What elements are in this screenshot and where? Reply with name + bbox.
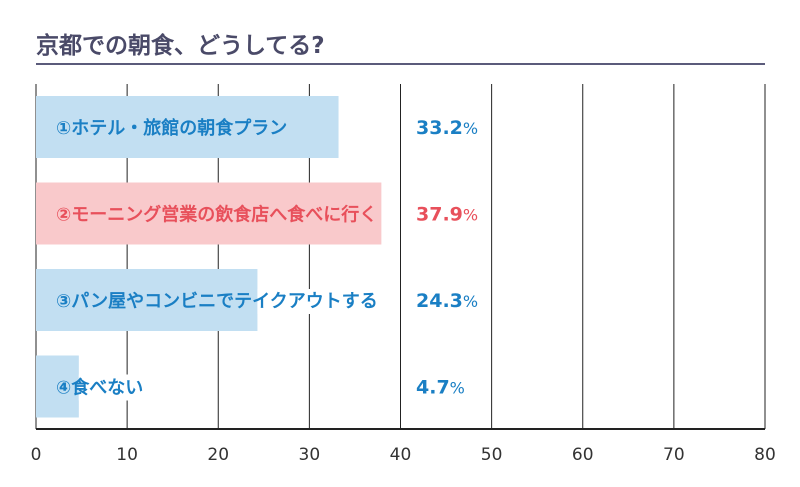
value-background xyxy=(412,201,483,228)
x-tick-label: 50 xyxy=(481,445,503,465)
bar xyxy=(36,269,258,331)
bars xyxy=(36,96,382,418)
chart-title: 京都での朝食、どうしてる? xyxy=(36,32,325,59)
value-label: 4.7% xyxy=(416,377,465,399)
value-number: 24.3 xyxy=(416,290,463,312)
x-tick-label: 0 xyxy=(31,445,42,465)
value-number: 33.2 xyxy=(416,117,463,139)
value-number: 4.7 xyxy=(416,377,450,399)
value-background xyxy=(412,374,469,401)
value-background xyxy=(412,288,483,314)
label-background xyxy=(78,374,148,401)
x-tick-label: 80 xyxy=(754,445,776,465)
category-label: ③パン屋やコンビニでテイクアウトする xyxy=(56,291,378,312)
x-tick-label: 20 xyxy=(207,445,229,465)
labels: ①ホテル・旅館の朝食プラン 33.2% ②モーニング営業の飲食店へ食べに行く 37.9… xyxy=(56,115,483,401)
x-tick-label: 10 xyxy=(116,445,138,465)
x-tick-label: 70 xyxy=(663,445,685,465)
value-unit: % xyxy=(450,379,465,398)
value-unit: % xyxy=(463,119,478,138)
label-background xyxy=(257,289,382,314)
x-tick-labels: 0 10 20 30 40 50 60 70 80 xyxy=(31,445,776,465)
category-label: ②モーニング営業の飲食店へ食べに行く xyxy=(56,204,377,226)
value-background xyxy=(412,115,483,141)
bar xyxy=(36,96,339,158)
value-unit: % xyxy=(463,292,478,311)
value-label: 33.2% xyxy=(416,117,478,139)
bar xyxy=(36,355,79,418)
x-tick-label: 30 xyxy=(299,445,321,465)
x-tick-label: 40 xyxy=(390,445,412,465)
x-tick-label: 60 xyxy=(572,445,594,465)
value-label: 37.9% xyxy=(416,204,478,226)
value-unit: % xyxy=(463,206,478,225)
category-label: ④食べない xyxy=(56,377,143,399)
value-number: 37.9 xyxy=(416,204,463,226)
value-label: 24.3% xyxy=(416,290,478,312)
category-label: ①ホテル・旅館の朝食プラン xyxy=(56,117,287,139)
bar xyxy=(36,182,382,245)
